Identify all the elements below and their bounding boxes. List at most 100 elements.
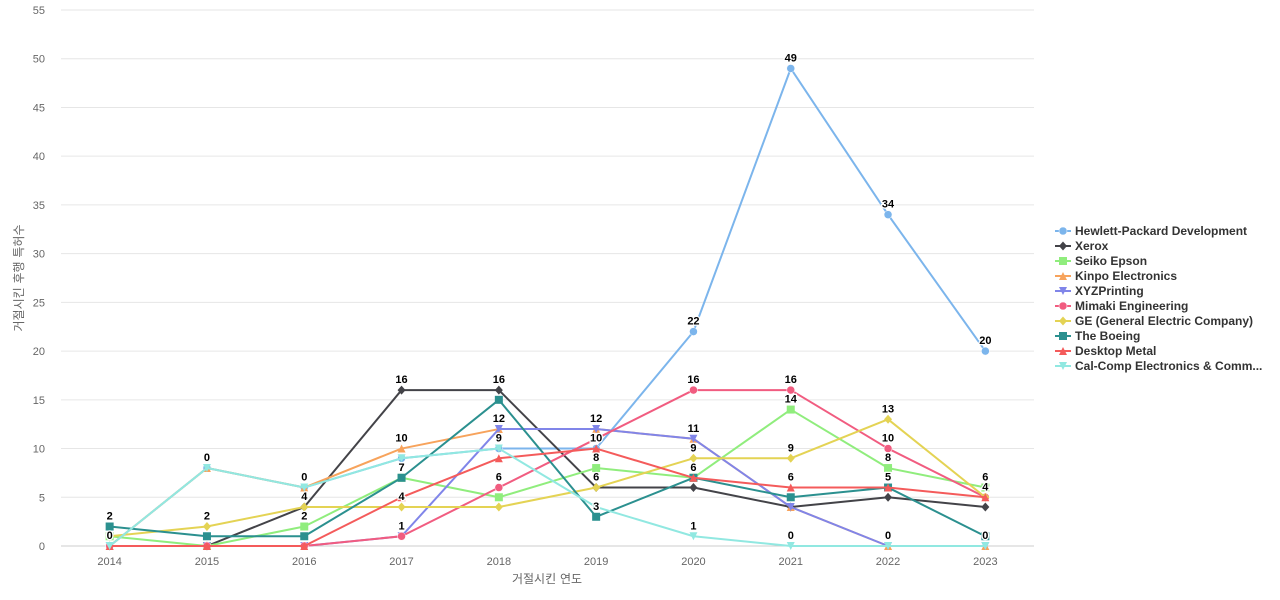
data-label: 6	[982, 472, 988, 484]
y-tick-label: 50	[33, 54, 45, 66]
data-point[interactable]	[202, 464, 211, 473]
data-point[interactable]	[884, 483, 893, 492]
data-point[interactable]	[592, 425, 601, 434]
legend-item[interactable]: Mimaki Engineering	[1055, 299, 1188, 313]
data-point[interactable]	[300, 522, 309, 531]
legend-marker[interactable]	[1059, 362, 1067, 370]
legend-item[interactable]: Seiko Epson	[1055, 254, 1147, 268]
data-point[interactable]	[397, 502, 406, 512]
legend-item[interactable]: Kinpo Electronics	[1055, 269, 1177, 283]
data-point[interactable]	[786, 503, 795, 512]
data-point[interactable]	[884, 464, 893, 473]
data-point[interactable]	[981, 502, 990, 512]
data-point[interactable]	[494, 483, 504, 492]
series-line[interactable]	[109, 447, 986, 547]
data-point[interactable]	[884, 414, 893, 424]
data-point[interactable]	[300, 532, 309, 541]
data-point[interactable]	[786, 542, 795, 550]
legend-item[interactable]: Cal-Comp Electronics & Comm...	[1055, 359, 1262, 373]
data-point[interactable]	[202, 532, 211, 541]
data-point[interactable]	[786, 385, 795, 395]
legend-item[interactable]: Desktop Metal	[1055, 344, 1156, 358]
data-label: 0	[107, 530, 113, 542]
data-point[interactable]	[397, 385, 406, 395]
legend-marker[interactable]	[1058, 301, 1068, 311]
data-point[interactable]	[981, 483, 990, 492]
series-line[interactable]	[109, 418, 986, 538]
data-point[interactable]	[689, 327, 698, 336]
data-point[interactable]	[202, 542, 211, 550]
legend-label: Mimaki Engineering	[1075, 299, 1188, 313]
data-point[interactable]	[981, 493, 990, 502]
y-tick-label: 55	[33, 5, 45, 17]
data-point[interactable]	[300, 502, 309, 512]
legend-marker[interactable]	[1059, 241, 1067, 251]
series-line[interactable]	[109, 398, 986, 538]
legend-marker[interactable]	[1059, 332, 1067, 340]
data-point[interactable]	[884, 542, 893, 550]
data-point[interactable]	[494, 454, 503, 463]
data-point[interactable]	[105, 542, 114, 550]
data-point[interactable]	[494, 502, 503, 512]
data-point[interactable]	[397, 532, 406, 541]
data-point[interactable]	[786, 493, 795, 502]
data-point[interactable]	[689, 434, 698, 443]
data-point[interactable]	[105, 531, 114, 541]
data-label: 0	[301, 472, 307, 484]
legend-marker[interactable]	[1059, 272, 1067, 280]
legend-marker[interactable]	[1059, 287, 1067, 295]
data-point[interactable]	[689, 473, 698, 482]
data-point[interactable]	[494, 395, 503, 404]
legend-item[interactable]: Hewlett-Packard Development	[1055, 224, 1247, 238]
data-point[interactable]	[981, 346, 990, 356]
data-point[interactable]	[786, 64, 795, 73]
series-line[interactable]	[109, 447, 986, 547]
data-point[interactable]	[397, 493, 406, 502]
data-label: 6	[496, 472, 502, 484]
data-point[interactable]	[689, 385, 698, 395]
legend-item[interactable]: Xerox	[1055, 239, 1109, 253]
data-point[interactable]	[689, 532, 698, 541]
data-point[interactable]	[786, 405, 795, 414]
data-point[interactable]	[592, 503, 601, 512]
data-point[interactable]	[883, 444, 893, 453]
data-point[interactable]	[884, 492, 893, 502]
legend-item[interactable]: GE (General Electric Company)	[1055, 314, 1253, 328]
data-point[interactable]	[397, 473, 406, 482]
legend-item[interactable]: The Boeing	[1055, 329, 1140, 343]
legend-marker[interactable]	[1059, 257, 1067, 265]
legend-marker[interactable]	[1059, 347, 1067, 355]
data-point[interactable]	[397, 454, 406, 463]
data-point[interactable]	[592, 512, 601, 521]
data-point[interactable]	[300, 542, 309, 550]
data-point[interactable]	[689, 453, 698, 463]
data-point[interactable]	[591, 434, 601, 444]
data-point[interactable]	[981, 542, 990, 550]
data-point[interactable]	[300, 483, 309, 492]
data-point[interactable]	[494, 425, 503, 434]
data-point[interactable]	[689, 483, 698, 493]
legend-item[interactable]: XYZPrinting	[1055, 284, 1144, 298]
data-point[interactable]	[397, 444, 406, 453]
data-point[interactable]	[883, 210, 893, 219]
series-line[interactable]	[109, 389, 986, 547]
data-point[interactable]	[494, 385, 503, 395]
data-point[interactable]	[494, 493, 503, 502]
legend-marker[interactable]	[1059, 316, 1067, 326]
x-tick-label: 2021	[779, 556, 803, 568]
data-point[interactable]	[786, 453, 795, 463]
data-point[interactable]	[494, 444, 503, 453]
legend-marker[interactable]	[1058, 226, 1068, 236]
data-point[interactable]	[105, 522, 114, 531]
data-label: 16	[687, 374, 699, 386]
x-tick-label: 2015	[195, 556, 219, 568]
data-point[interactable]	[592, 444, 601, 453]
data-point[interactable]	[592, 483, 601, 493]
data-point[interactable]	[981, 532, 990, 541]
data-point[interactable]	[202, 522, 211, 532]
legend-label: Desktop Metal	[1075, 344, 1156, 358]
data-point[interactable]	[592, 464, 601, 473]
x-tick-label: 2018	[487, 556, 511, 568]
series-line[interactable]	[109, 389, 986, 547]
data-point[interactable]	[786, 483, 795, 492]
